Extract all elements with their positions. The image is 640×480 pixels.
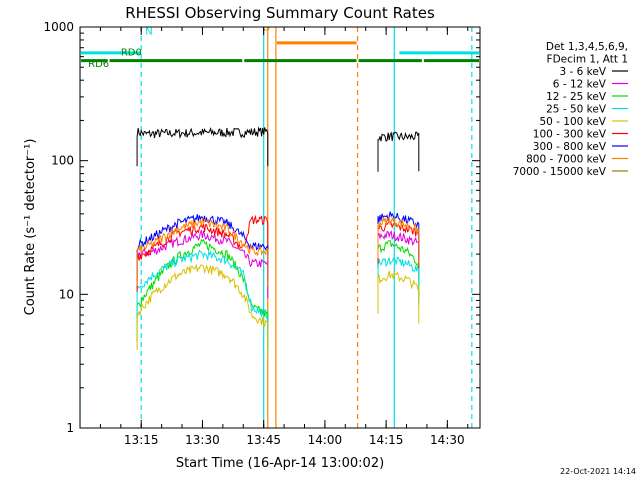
legend-label: 7000 - 15000 keV — [513, 166, 607, 178]
series-line — [136, 126, 269, 167]
series-line — [377, 240, 420, 299]
legend-label: 50 - 100 keV — [539, 116, 606, 128]
series-line — [377, 211, 420, 260]
chart-title: RHESSI Observing Summary Count Rates — [125, 4, 435, 22]
y-tick-label: 1 — [66, 421, 74, 435]
legend-label: 12 - 25 keV — [546, 91, 607, 103]
legend-label: 3 - 6 keV — [559, 66, 606, 78]
date-stamp: 22-Oct-2021 14:14 — [560, 467, 636, 476]
marker-label-s: S — [264, 23, 270, 34]
legend-label: 25 - 50 keV — [546, 104, 607, 116]
y-tick-label: 1000 — [43, 20, 74, 34]
x-axis-label: Start Time (16-Apr-14 13:00:02) — [176, 456, 384, 471]
legend-label: 6 - 12 keV — [553, 79, 607, 91]
x-tick-label: 14:15 — [369, 433, 404, 447]
legend-label: 100 - 300 keV — [533, 129, 607, 141]
bar-label-rd0: RD0 — [121, 48, 142, 59]
x-tick-label: 13:15 — [124, 433, 159, 447]
legend-header: Det 1,3,4,5,6,9, — [546, 41, 628, 53]
legend: Det 1,3,4,5,6,9,FDecim 1, Att 13 - 6 keV… — [513, 41, 628, 178]
legend-label: 300 - 800 keV — [533, 141, 607, 153]
series-line — [136, 214, 269, 292]
legend-label: 800 - 7000 keV — [526, 154, 607, 166]
series-line — [377, 256, 420, 306]
y-tick-label: 100 — [51, 154, 74, 168]
series-line — [136, 217, 269, 286]
legend-header: FDecim 1, Att 1 — [547, 54, 628, 66]
x-tick-label: 13:45 — [246, 433, 281, 447]
x-tick-label: 14:00 — [308, 433, 343, 447]
bar-label-rd6: RD6 — [88, 59, 109, 70]
series-line — [377, 216, 420, 266]
series-line — [136, 229, 269, 299]
series-line — [136, 214, 269, 281]
marker-label-n: N — [145, 26, 152, 37]
y-tick-label: 10 — [59, 287, 74, 301]
plot-frame — [79, 26, 481, 429]
y-axis-label: Count Rate (s⁻¹ detector⁻¹) — [23, 139, 38, 316]
x-tick-label: 13:30 — [185, 433, 220, 447]
series-line — [377, 270, 420, 324]
series-line — [377, 131, 420, 172]
series-line — [377, 230, 420, 279]
series-line — [136, 263, 269, 359]
x-tick-label: 14:30 — [430, 433, 465, 447]
series-line — [136, 249, 269, 350]
